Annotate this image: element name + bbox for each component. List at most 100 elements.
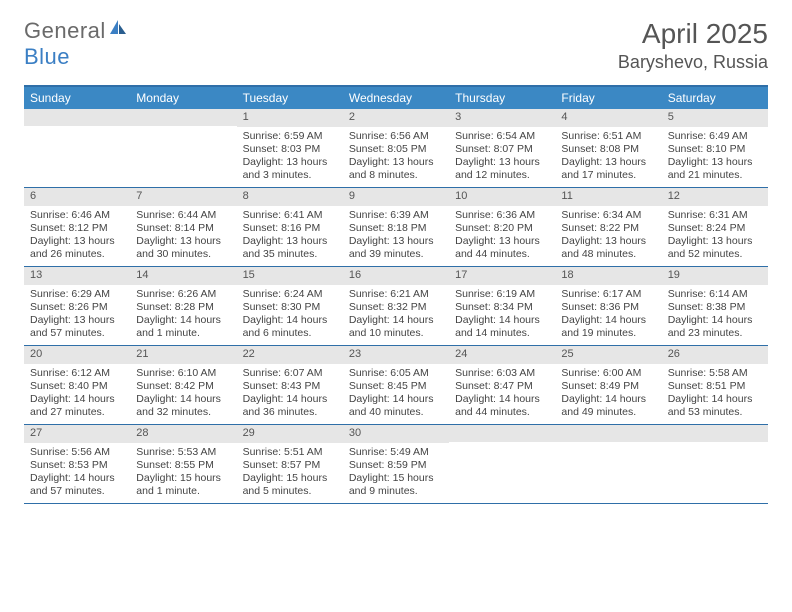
day-number: 12 <box>662 188 768 206</box>
day-cell: 9Sunrise: 6:39 AMSunset: 8:18 PMDaylight… <box>343 188 449 266</box>
calendar-page: GeneralBlue April 2025 Baryshevo, Russia… <box>0 0 792 504</box>
daylight-line: Daylight: 13 hours and 35 minutes. <box>243 235 337 261</box>
day-cell: 26Sunrise: 5:58 AMSunset: 8:51 PMDayligh… <box>662 346 768 424</box>
sunset-line: Sunset: 8:03 PM <box>243 143 337 156</box>
week-row: 6Sunrise: 6:46 AMSunset: 8:12 PMDaylight… <box>24 188 768 267</box>
sunset-line: Sunset: 8:40 PM <box>30 380 124 393</box>
day-number: 10 <box>449 188 555 206</box>
day-number: 1 <box>237 109 343 127</box>
sunset-line: Sunset: 8:36 PM <box>561 301 655 314</box>
dow-monday: Monday <box>130 87 236 109</box>
sunrise-line: Sunrise: 6:03 AM <box>455 367 549 380</box>
sunset-line: Sunset: 8:38 PM <box>668 301 762 314</box>
day-number: 21 <box>130 346 236 364</box>
day-body: Sunrise: 6:21 AMSunset: 8:32 PMDaylight:… <box>343 285 449 345</box>
day-body: Sunrise: 6:05 AMSunset: 8:45 PMDaylight:… <box>343 364 449 424</box>
day-cell: 14Sunrise: 6:26 AMSunset: 8:28 PMDayligh… <box>130 267 236 345</box>
sunrise-line: Sunrise: 6:07 AM <box>243 367 337 380</box>
daylight-line: Daylight: 14 hours and 49 minutes. <box>561 393 655 419</box>
daylight-line: Daylight: 14 hours and 36 minutes. <box>243 393 337 419</box>
weeks-container: 1Sunrise: 6:59 AMSunset: 8:03 PMDaylight… <box>24 109 768 504</box>
day-body: Sunrise: 6:17 AMSunset: 8:36 PMDaylight:… <box>555 285 661 345</box>
day-number: 18 <box>555 267 661 285</box>
day-cell: 7Sunrise: 6:44 AMSunset: 8:14 PMDaylight… <box>130 188 236 266</box>
dow-sunday: Sunday <box>24 87 130 109</box>
sunset-line: Sunset: 8:14 PM <box>136 222 230 235</box>
sunrise-line: Sunrise: 6:14 AM <box>668 288 762 301</box>
sunrise-line: Sunrise: 6:29 AM <box>30 288 124 301</box>
daylight-line: Daylight: 14 hours and 1 minute. <box>136 314 230 340</box>
day-body: Sunrise: 6:14 AMSunset: 8:38 PMDaylight:… <box>662 285 768 345</box>
day-body: Sunrise: 6:41 AMSunset: 8:16 PMDaylight:… <box>237 206 343 266</box>
sunset-line: Sunset: 8:32 PM <box>349 301 443 314</box>
sunrise-line: Sunrise: 6:34 AM <box>561 209 655 222</box>
brand-part1: General <box>24 18 106 43</box>
daylight-line: Daylight: 13 hours and 57 minutes. <box>30 314 124 340</box>
daylight-line: Daylight: 13 hours and 17 minutes. <box>561 156 655 182</box>
sunrise-line: Sunrise: 6:21 AM <box>349 288 443 301</box>
day-number: 20 <box>24 346 130 364</box>
day-body: Sunrise: 6:03 AMSunset: 8:47 PMDaylight:… <box>449 364 555 424</box>
dow-header-row: SundayMondayTuesdayWednesdayThursdayFrid… <box>24 87 768 109</box>
daylight-line: Daylight: 13 hours and 21 minutes. <box>668 156 762 182</box>
daylight-line: Daylight: 13 hours and 8 minutes. <box>349 156 443 182</box>
sunrise-line: Sunrise: 6:10 AM <box>136 367 230 380</box>
sunrise-line: Sunrise: 6:41 AM <box>243 209 337 222</box>
day-cell: 17Sunrise: 6:19 AMSunset: 8:34 PMDayligh… <box>449 267 555 345</box>
day-number <box>24 109 130 126</box>
day-cell: 8Sunrise: 6:41 AMSunset: 8:16 PMDaylight… <box>237 188 343 266</box>
day-body: Sunrise: 6:00 AMSunset: 8:49 PMDaylight:… <box>555 364 661 424</box>
day-cell: 16Sunrise: 6:21 AMSunset: 8:32 PMDayligh… <box>343 267 449 345</box>
day-cell: 19Sunrise: 6:14 AMSunset: 8:38 PMDayligh… <box>662 267 768 345</box>
daylight-line: Daylight: 14 hours and 27 minutes. <box>30 393 124 419</box>
sunrise-line: Sunrise: 6:17 AM <box>561 288 655 301</box>
brand-part2: Blue <box>24 44 70 69</box>
daylight-line: Daylight: 13 hours and 26 minutes. <box>30 235 124 261</box>
brand-text: GeneralBlue <box>24 18 128 70</box>
title-block: April 2025 Baryshevo, Russia <box>618 18 768 73</box>
week-row: 20Sunrise: 6:12 AMSunset: 8:40 PMDayligh… <box>24 346 768 425</box>
sunset-line: Sunset: 8:55 PM <box>136 459 230 472</box>
daylight-line: Daylight: 15 hours and 1 minute. <box>136 472 230 498</box>
dow-tuesday: Tuesday <box>237 87 343 109</box>
day-body: Sunrise: 5:56 AMSunset: 8:53 PMDaylight:… <box>24 443 130 503</box>
sunset-line: Sunset: 8:49 PM <box>561 380 655 393</box>
day-number: 7 <box>130 188 236 206</box>
day-body: Sunrise: 5:51 AMSunset: 8:57 PMDaylight:… <box>237 443 343 503</box>
day-number: 13 <box>24 267 130 285</box>
sunset-line: Sunset: 8:59 PM <box>349 459 443 472</box>
day-number: 9 <box>343 188 449 206</box>
sunset-line: Sunset: 8:26 PM <box>30 301 124 314</box>
day-body: Sunrise: 6:34 AMSunset: 8:22 PMDaylight:… <box>555 206 661 266</box>
daylight-line: Daylight: 13 hours and 39 minutes. <box>349 235 443 261</box>
daylight-line: Daylight: 14 hours and 10 minutes. <box>349 314 443 340</box>
day-cell <box>555 425 661 503</box>
daylight-line: Daylight: 13 hours and 12 minutes. <box>455 156 549 182</box>
day-cell: 15Sunrise: 6:24 AMSunset: 8:30 PMDayligh… <box>237 267 343 345</box>
day-cell <box>449 425 555 503</box>
day-number: 26 <box>662 346 768 364</box>
day-cell: 1Sunrise: 6:59 AMSunset: 8:03 PMDaylight… <box>237 109 343 187</box>
day-number: 28 <box>130 425 236 443</box>
sunrise-line: Sunrise: 6:31 AM <box>668 209 762 222</box>
day-cell: 22Sunrise: 6:07 AMSunset: 8:43 PMDayligh… <box>237 346 343 424</box>
day-cell: 6Sunrise: 6:46 AMSunset: 8:12 PMDaylight… <box>24 188 130 266</box>
sunset-line: Sunset: 8:24 PM <box>668 222 762 235</box>
day-cell: 25Sunrise: 6:00 AMSunset: 8:49 PMDayligh… <box>555 346 661 424</box>
day-body: Sunrise: 6:39 AMSunset: 8:18 PMDaylight:… <box>343 206 449 266</box>
daylight-line: Daylight: 14 hours and 23 minutes. <box>668 314 762 340</box>
sunset-line: Sunset: 8:20 PM <box>455 222 549 235</box>
day-body: Sunrise: 6:24 AMSunset: 8:30 PMDaylight:… <box>237 285 343 345</box>
day-number: 11 <box>555 188 661 206</box>
day-number: 24 <box>449 346 555 364</box>
calendar-grid: SundayMondayTuesdayWednesdayThursdayFrid… <box>24 85 768 504</box>
sunset-line: Sunset: 8:34 PM <box>455 301 549 314</box>
day-number: 6 <box>24 188 130 206</box>
day-cell <box>24 109 130 187</box>
day-cell: 27Sunrise: 5:56 AMSunset: 8:53 PMDayligh… <box>24 425 130 503</box>
day-body: Sunrise: 6:12 AMSunset: 8:40 PMDaylight:… <box>24 364 130 424</box>
day-number: 27 <box>24 425 130 443</box>
sunset-line: Sunset: 8:42 PM <box>136 380 230 393</box>
day-cell: 18Sunrise: 6:17 AMSunset: 8:36 PMDayligh… <box>555 267 661 345</box>
location-label: Baryshevo, Russia <box>618 52 768 73</box>
